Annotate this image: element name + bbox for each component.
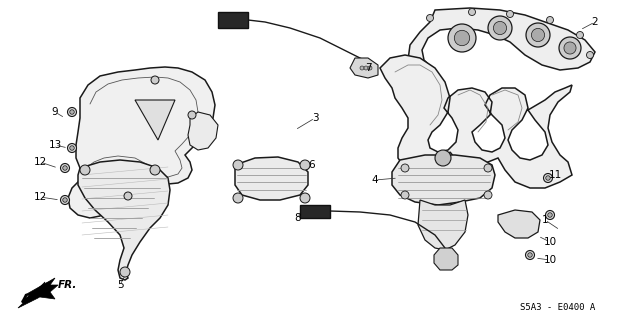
Text: 7: 7 <box>365 63 371 73</box>
Circle shape <box>401 164 409 172</box>
Polygon shape <box>408 8 595 78</box>
Circle shape <box>493 21 507 34</box>
Circle shape <box>67 108 77 116</box>
Polygon shape <box>218 12 248 28</box>
Circle shape <box>545 211 554 219</box>
Text: 12: 12 <box>33 157 47 167</box>
Text: FR.: FR. <box>58 280 77 290</box>
Text: 10: 10 <box>543 237 557 247</box>
Polygon shape <box>78 160 170 280</box>
Polygon shape <box>380 55 572 188</box>
Text: S5A3 - E0400 A: S5A3 - E0400 A <box>520 303 595 313</box>
Polygon shape <box>135 100 175 140</box>
Circle shape <box>484 164 492 172</box>
Polygon shape <box>25 278 58 299</box>
Text: 5: 5 <box>116 280 124 290</box>
Circle shape <box>70 146 74 150</box>
Circle shape <box>150 165 160 175</box>
Polygon shape <box>188 112 218 150</box>
Circle shape <box>488 16 512 40</box>
Circle shape <box>543 174 552 182</box>
Circle shape <box>63 198 67 202</box>
Text: 11: 11 <box>548 170 562 180</box>
Circle shape <box>124 192 132 200</box>
Circle shape <box>368 66 372 70</box>
Circle shape <box>564 42 576 54</box>
Circle shape <box>151 76 159 84</box>
Circle shape <box>426 14 433 21</box>
Circle shape <box>120 267 130 277</box>
Text: 4: 4 <box>372 175 378 185</box>
Polygon shape <box>418 200 468 250</box>
Circle shape <box>559 37 581 59</box>
Circle shape <box>80 165 90 175</box>
Circle shape <box>454 30 470 46</box>
Circle shape <box>525 250 534 259</box>
Circle shape <box>401 191 409 199</box>
Circle shape <box>67 144 77 152</box>
Circle shape <box>546 176 550 180</box>
Circle shape <box>548 213 552 217</box>
Text: 12: 12 <box>33 192 47 202</box>
Text: 9: 9 <box>52 107 58 117</box>
Circle shape <box>448 24 476 52</box>
Circle shape <box>300 193 310 203</box>
Circle shape <box>61 196 70 204</box>
Circle shape <box>484 191 492 199</box>
Text: 1: 1 <box>541 215 548 225</box>
Polygon shape <box>68 67 215 218</box>
Circle shape <box>188 111 196 119</box>
Polygon shape <box>498 210 540 238</box>
Circle shape <box>300 160 310 170</box>
Circle shape <box>435 150 451 166</box>
Circle shape <box>233 160 243 170</box>
Polygon shape <box>350 58 378 78</box>
Circle shape <box>364 66 368 70</box>
Text: 3: 3 <box>312 113 318 123</box>
Circle shape <box>531 28 545 41</box>
Circle shape <box>61 164 70 173</box>
Polygon shape <box>108 185 152 215</box>
Polygon shape <box>18 282 52 308</box>
Circle shape <box>528 253 532 257</box>
Circle shape <box>526 23 550 47</box>
Circle shape <box>577 32 584 39</box>
Polygon shape <box>392 155 495 205</box>
Text: 2: 2 <box>592 17 598 27</box>
Text: 6: 6 <box>308 160 316 170</box>
Circle shape <box>360 66 364 70</box>
Circle shape <box>233 193 243 203</box>
Text: 13: 13 <box>49 140 61 150</box>
Circle shape <box>586 51 593 58</box>
Polygon shape <box>235 157 308 200</box>
Circle shape <box>547 17 554 24</box>
Polygon shape <box>300 205 330 218</box>
Polygon shape <box>434 248 458 270</box>
Text: 8: 8 <box>294 213 301 223</box>
Circle shape <box>70 110 74 114</box>
Text: 10: 10 <box>543 255 557 265</box>
Circle shape <box>63 166 67 170</box>
Circle shape <box>468 9 476 16</box>
Circle shape <box>506 11 513 18</box>
